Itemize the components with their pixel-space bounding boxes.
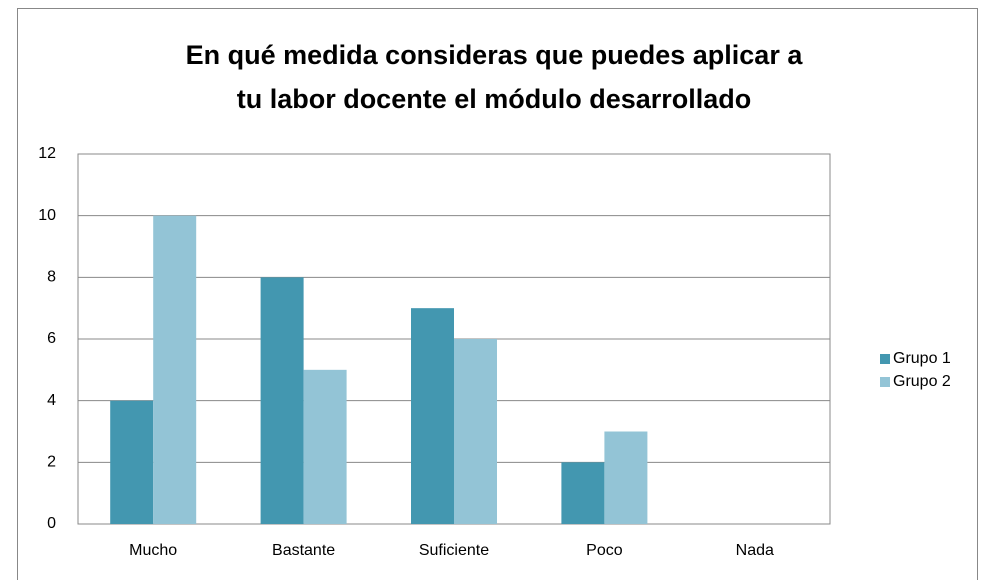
y-tick-label: 2 — [47, 454, 56, 471]
legend-label: Grupo 2 — [893, 373, 951, 390]
x-tick-label: Mucho — [129, 542, 177, 559]
y-tick-label: 8 — [47, 269, 56, 286]
bar — [260, 277, 304, 524]
bar — [411, 308, 454, 524]
legend-label: Grupo 1 — [893, 350, 951, 367]
y-tick-label: 10 — [38, 207, 56, 224]
legend-swatch — [880, 377, 890, 387]
legend-swatch — [880, 354, 890, 364]
y-tick-label: 4 — [47, 392, 56, 409]
chart-title: tu labor docente el módulo desarrollado — [237, 84, 752, 114]
x-tick-label: Bastante — [272, 542, 335, 559]
bar — [153, 215, 197, 524]
x-tick-label: Suficiente — [419, 542, 489, 559]
y-tick-label: 6 — [47, 330, 56, 347]
x-tick-label: Nada — [736, 542, 774, 559]
chart-title: En qué medida consideras que puedes apli… — [186, 40, 804, 70]
bar — [561, 462, 605, 524]
x-tick-label: Poco — [586, 542, 623, 559]
bar — [110, 400, 154, 524]
bar — [454, 339, 497, 524]
bar — [303, 369, 347, 524]
y-tick-label: 12 — [38, 145, 56, 162]
bar — [604, 431, 648, 524]
y-tick-label: 0 — [47, 515, 56, 532]
